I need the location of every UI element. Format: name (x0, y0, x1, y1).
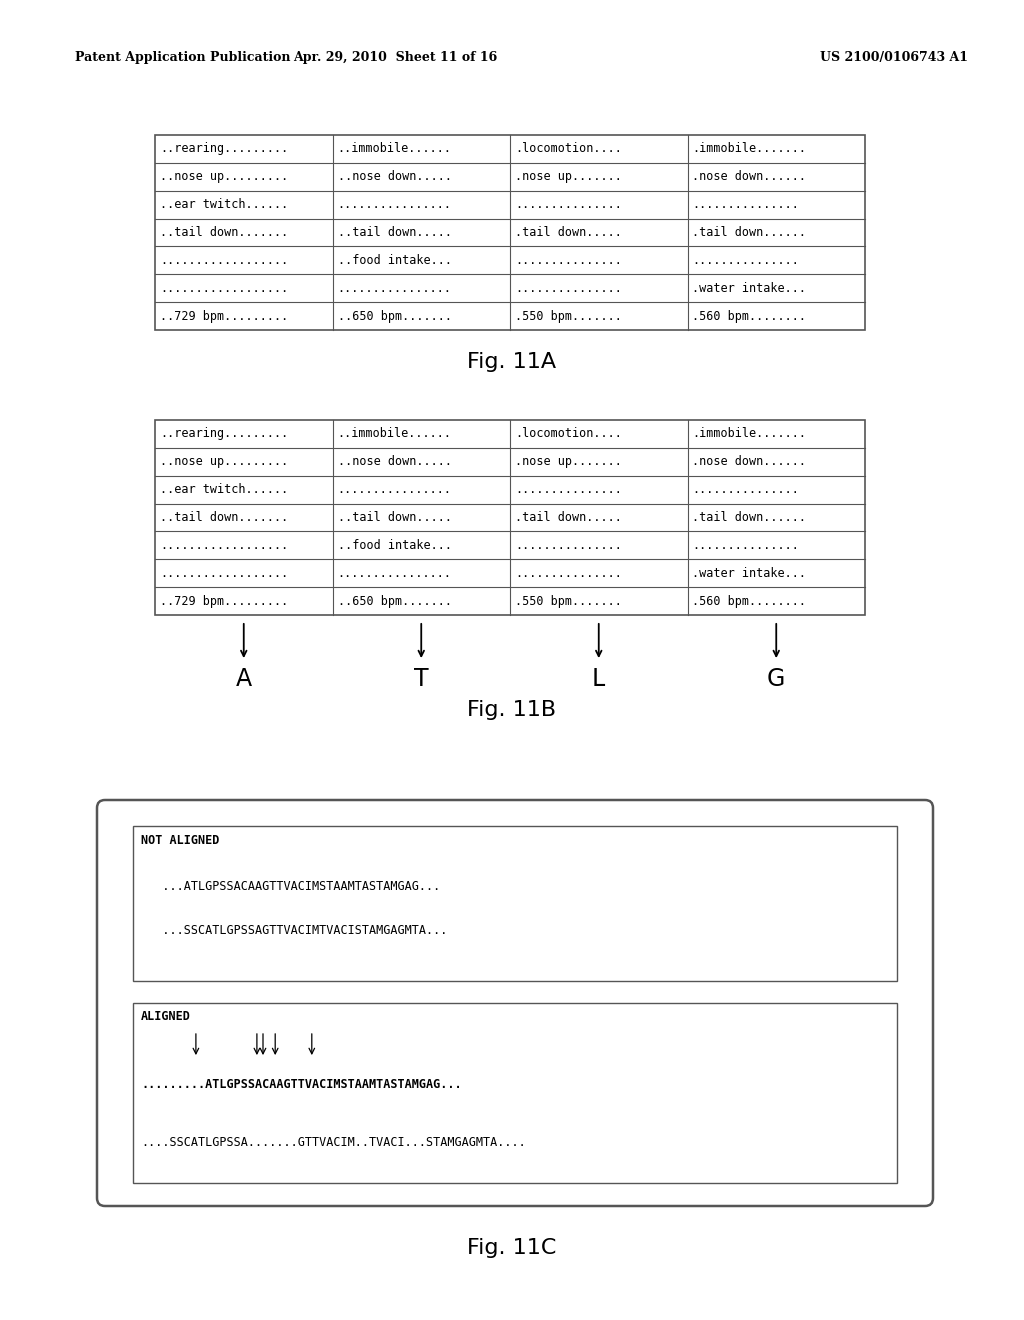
Text: .immobile.......: .immobile....... (692, 428, 807, 441)
Text: ..ear twitch......: ..ear twitch...... (160, 198, 288, 211)
Text: .560 bpm........: .560 bpm........ (692, 310, 807, 322)
Text: ...SSCATLGPSSAGTTVACIMTVACISTAMGAGMTA...: ...SSCATLGPSSAGTTVACIMTVACISTAMGAGMTA... (141, 924, 447, 937)
Text: .550 bpm.......: .550 bpm....... (515, 594, 622, 607)
Text: ..729 bpm.........: ..729 bpm......... (160, 594, 288, 607)
Text: ..................: .................. (160, 539, 288, 552)
Text: ...............: ............... (515, 539, 622, 552)
Text: ..nose up.........: ..nose up......... (160, 170, 288, 183)
Text: G: G (767, 667, 785, 690)
Text: .nose down......: .nose down...... (692, 455, 807, 469)
Text: ..nose down.....: ..nose down..... (338, 170, 452, 183)
Text: ..................: .................. (160, 253, 288, 267)
Text: ..729 bpm.........: ..729 bpm......... (160, 310, 288, 322)
Text: .nose up.......: .nose up....... (515, 170, 622, 183)
Text: NOT ALIGNED: NOT ALIGNED (141, 833, 219, 846)
Text: .immobile.......: .immobile....... (692, 143, 807, 156)
Text: L: L (592, 667, 605, 690)
Text: ..................: .................. (160, 281, 288, 294)
Text: .tail down.....: .tail down..... (515, 511, 622, 524)
Text: .560 bpm........: .560 bpm........ (692, 594, 807, 607)
Text: ..rearing.........: ..rearing......... (160, 143, 288, 156)
Text: ....SSCATLGPSSA.......GTTVACIM..TVACI...STAMGAGMTA....: ....SSCATLGPSSA.......GTTVACIM..TVACI...… (141, 1137, 525, 1150)
Text: ..tail down.....: ..tail down..... (338, 511, 452, 524)
Text: ...............: ............... (515, 281, 622, 294)
Text: ..rearing.........: ..rearing......... (160, 428, 288, 441)
Text: Fig. 11C: Fig. 11C (467, 1238, 557, 1258)
Text: .water intake...: .water intake... (692, 281, 807, 294)
Text: ..650 bpm.......: ..650 bpm....... (338, 310, 452, 322)
Bar (133, 1003, 897, 1183)
Text: ................: ................ (338, 566, 452, 579)
Text: ...............: ............... (692, 253, 800, 267)
Text: US 2100/0106743 A1: US 2100/0106743 A1 (820, 51, 968, 65)
Text: .water intake...: .water intake... (692, 566, 807, 579)
Text: ..tail down.......: ..tail down....... (160, 226, 288, 239)
Text: ..tail down.......: ..tail down....... (160, 511, 288, 524)
Text: Fig. 11A: Fig. 11A (467, 352, 557, 372)
Bar (155, 135, 865, 330)
Text: ..food intake...: ..food intake... (338, 539, 452, 552)
Text: ALIGNED: ALIGNED (141, 1011, 190, 1023)
Text: ...............: ............... (692, 483, 800, 496)
Text: ..nose up.........: ..nose up......... (160, 455, 288, 469)
Text: ...............: ............... (515, 483, 622, 496)
Text: .tail down.....: .tail down..... (515, 226, 622, 239)
Text: Apr. 29, 2010  Sheet 11 of 16: Apr. 29, 2010 Sheet 11 of 16 (293, 51, 497, 65)
Text: ..immobile......: ..immobile...... (338, 143, 452, 156)
Text: ..tail down.....: ..tail down..... (338, 226, 452, 239)
Text: T: T (414, 667, 429, 690)
Text: Fig. 11B: Fig. 11B (467, 700, 557, 719)
Text: .locomotion....: .locomotion.... (515, 428, 622, 441)
Text: ..immobile......: ..immobile...... (338, 428, 452, 441)
Text: ...ATLGPSSACAAGTTVACIMSTAAMTASTAMGAG...: ...ATLGPSSACAAGTTVACIMSTAAMTASTAMGAG... (141, 879, 440, 892)
Text: ..nose down.....: ..nose down..... (338, 455, 452, 469)
Text: .nose up.......: .nose up....... (515, 455, 622, 469)
Text: A: A (236, 667, 252, 690)
Text: Patent Application Publication: Patent Application Publication (75, 51, 291, 65)
Text: ................: ................ (338, 483, 452, 496)
Text: ...............: ............... (515, 198, 622, 211)
Text: ................: ................ (338, 281, 452, 294)
Text: ..ear twitch......: ..ear twitch...... (160, 483, 288, 496)
Text: ...............: ............... (515, 566, 622, 579)
Bar (155, 420, 865, 615)
Text: .nose down......: .nose down...... (692, 170, 807, 183)
Text: ...............: ............... (692, 539, 800, 552)
Text: .tail down......: .tail down...... (692, 511, 807, 524)
Text: ..650 bpm.......: ..650 bpm....... (338, 594, 452, 607)
Text: ..................: .................. (160, 566, 288, 579)
Text: .550 bpm.......: .550 bpm....... (515, 310, 622, 322)
Text: .........ATLGPSSACAAGTTVACIMSTAAMTASTAMGAG...: .........ATLGPSSACAAGTTVACIMSTAAMTASTAMG… (141, 1078, 462, 1092)
Text: ................: ................ (338, 198, 452, 211)
Bar (133, 826, 897, 981)
Text: .locomotion....: .locomotion.... (515, 143, 622, 156)
Text: ...............: ............... (692, 198, 800, 211)
Text: ...............: ............... (515, 253, 622, 267)
FancyBboxPatch shape (97, 800, 933, 1206)
Text: .tail down......: .tail down...... (692, 226, 807, 239)
Text: ..food intake...: ..food intake... (338, 253, 452, 267)
